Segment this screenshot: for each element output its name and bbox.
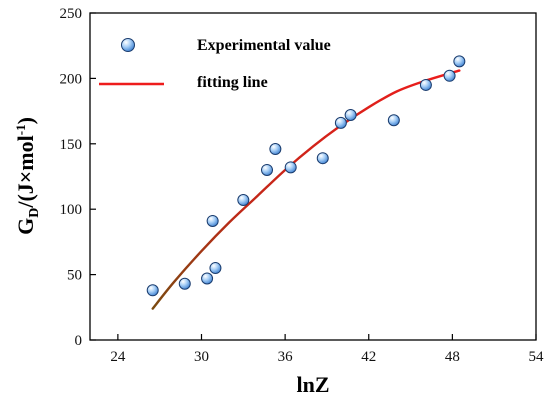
x-axis-title: lnZ bbox=[296, 372, 329, 397]
data-point bbox=[261, 163, 274, 176]
x-tick-label: 30 bbox=[194, 349, 209, 365]
data-point bbox=[201, 272, 214, 285]
y-axis-title-close: ) bbox=[13, 117, 38, 124]
fit-line-layer bbox=[151, 69, 461, 310]
y-tick-label: 200 bbox=[60, 71, 83, 87]
data-point bbox=[178, 277, 191, 290]
x-tick-label: 24 bbox=[110, 349, 126, 365]
legend: Experimental value fitting line bbox=[99, 37, 331, 91]
data-point bbox=[209, 262, 222, 275]
data-point bbox=[419, 78, 432, 91]
data-point bbox=[334, 116, 347, 129]
data-point bbox=[387, 114, 400, 127]
y-axis-title-sup: -1 bbox=[13, 124, 28, 135]
y-axis-title: GD/(J×mol-1) bbox=[13, 117, 42, 235]
y-tick-label: 0 bbox=[75, 333, 83, 349]
y-axis-title-sub: D bbox=[27, 208, 42, 218]
data-point bbox=[453, 55, 466, 68]
data-point bbox=[443, 69, 456, 82]
data-point bbox=[316, 152, 329, 165]
legend-label-fit: fitting line bbox=[197, 74, 268, 91]
y-tick-label: 250 bbox=[60, 6, 83, 22]
data-point bbox=[269, 143, 282, 156]
y-axis-title-main: G bbox=[13, 218, 38, 235]
data-point bbox=[344, 109, 357, 122]
x-tick-label: 48 bbox=[445, 349, 460, 365]
y-tick-label: 150 bbox=[60, 137, 83, 153]
fit-line bbox=[151, 69, 461, 310]
data-point bbox=[284, 161, 297, 174]
axes-layer: 24 30 36 42 48 54 0 50 100 150 200 250 bbox=[60, 6, 545, 365]
y-tick-label: 100 bbox=[60, 202, 83, 218]
x-tick-label: 54 bbox=[529, 349, 545, 365]
x-tick-label: 42 bbox=[361, 349, 376, 365]
data-point bbox=[237, 194, 250, 207]
plot-frame bbox=[89, 12, 537, 341]
y-axis-title-rest: /(J×mol bbox=[13, 135, 38, 208]
y-tick-label: 50 bbox=[67, 268, 82, 284]
legend-marker-experimental bbox=[121, 38, 135, 52]
points-layer bbox=[146, 55, 466, 297]
x-tick-label: 36 bbox=[278, 349, 294, 365]
legend-label-experimental: Experimental value bbox=[197, 37, 331, 54]
data-point bbox=[146, 284, 159, 297]
data-point bbox=[206, 214, 219, 227]
